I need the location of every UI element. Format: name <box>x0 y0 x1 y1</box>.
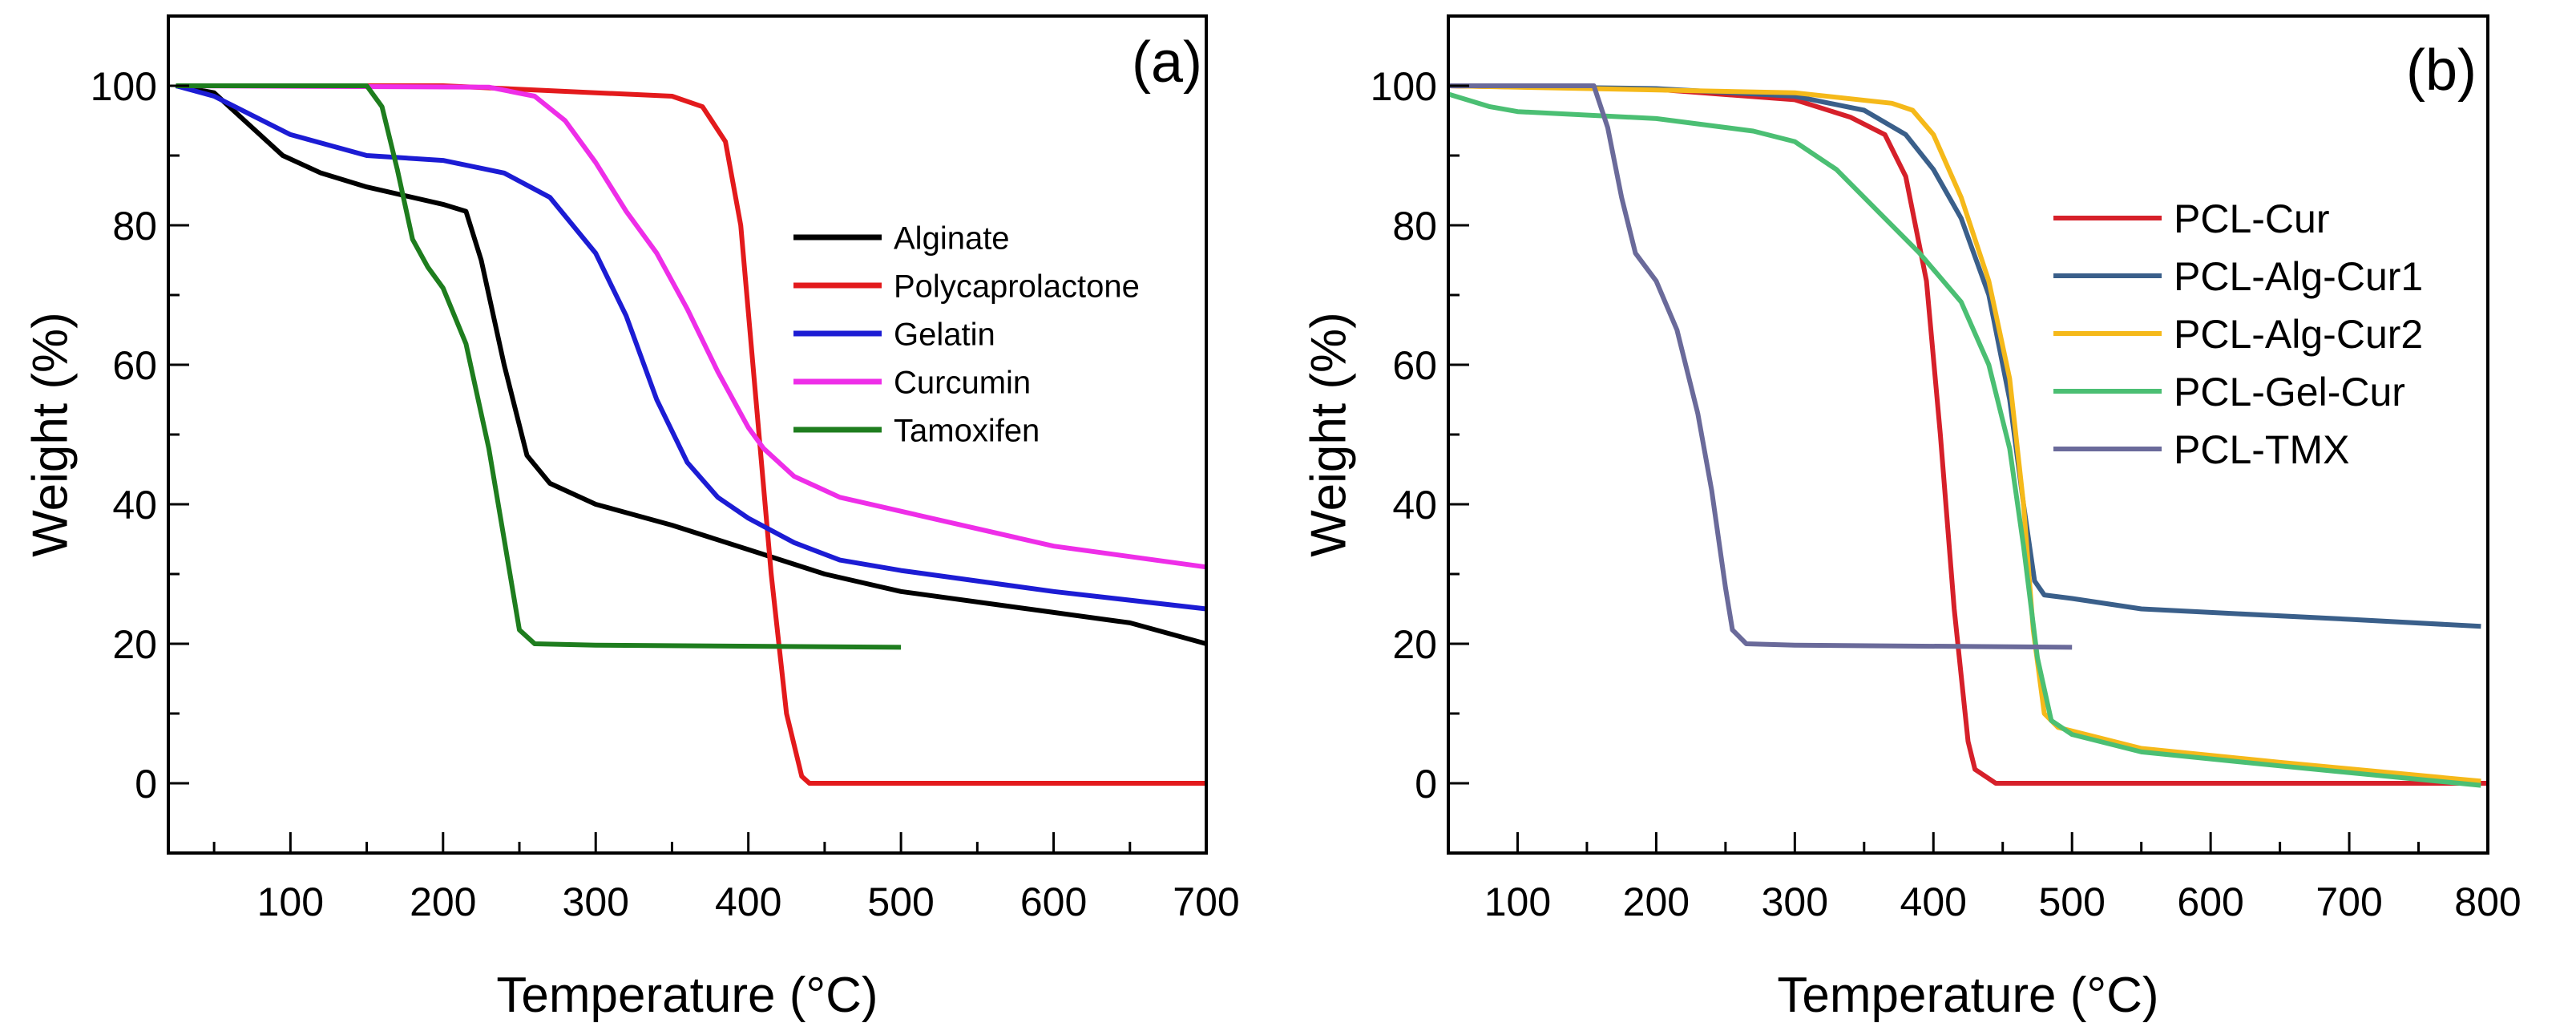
chart-panel-b: 100 200 300 400 500 600 700 800 0 20 40 60 80 100 Temp… <box>1302 14 2521 1023</box>
y-tick-label: 40 <box>112 483 157 528</box>
y-tick-label: 80 <box>1392 204 1437 249</box>
x-tick-label: 800 <box>2454 879 2521 924</box>
series-line-gelatin <box>175 83 1207 612</box>
x-tick-label: 400 <box>1900 879 1967 924</box>
x-tick-label: 100 <box>1484 879 1551 924</box>
legend-label: Tamoxifen <box>894 413 1040 448</box>
legend-label: PCL-Alg-Cur1 <box>2174 254 2423 299</box>
y-tick-label: 80 <box>112 204 157 249</box>
series-line-pcl-alg-cur2 <box>1447 83 2481 784</box>
legend-label: PCL-TMX <box>2174 427 2349 472</box>
y-tick-label: 60 <box>1392 343 1437 388</box>
series-line-pcl-cur <box>1447 83 2488 786</box>
y-tick-label: 0 <box>1415 762 1437 807</box>
y-tick-label: 20 <box>112 622 157 667</box>
y-axis-label: Weight (%) <box>1302 312 1357 557</box>
legend-label: Curcumin <box>894 365 1031 400</box>
x-tick-label: 300 <box>1762 879 1828 924</box>
legend: PCL-Cur PCL-Alg-Cur1 PCL-Alg-Cur2 PCL-Gel-C… <box>2053 196 2423 472</box>
x-tick-label: 500 <box>867 879 934 924</box>
legend-label: PCL-Cur <box>2174 196 2329 241</box>
series-line-pcl-tmx <box>1448 83 2073 650</box>
panel-label: (b) <box>2406 38 2477 103</box>
series-line-tamoxifen <box>176 83 902 650</box>
y-tick-label: 0 <box>135 762 157 807</box>
legend: Alginate Polycaprolactone Gelatin Curcumin T… <box>793 220 1140 448</box>
x-axis-label: Temperature (°C) <box>1777 968 2158 1023</box>
x-tick-label: 200 <box>1623 879 1690 924</box>
y-tick-label: 20 <box>1392 622 1437 667</box>
y-tick-label: 100 <box>1371 64 1437 109</box>
x-axis-label: Temperature (°C) <box>496 968 878 1023</box>
series-line-polycaprolactone <box>176 83 1206 786</box>
y-tick-label: 60 <box>112 343 157 388</box>
chart-panel-a: 100 200 300 400 500 600 700 0 20 40 60 80 100 Tempera… <box>23 14 1240 1023</box>
x-tick-label: 300 <box>563 879 629 924</box>
y-tick-label: 100 <box>91 64 157 109</box>
x-tick-label: 100 <box>257 879 324 924</box>
x-tick-label: 700 <box>2316 879 2382 924</box>
legend-label: Gelatin <box>894 317 995 352</box>
y-tick-label: 40 <box>1392 483 1437 528</box>
series-line-alginate <box>175 83 1207 646</box>
series-line-pcl-gel-cur <box>1447 91 2481 788</box>
legend-label: Polycaprolactone <box>894 269 1140 304</box>
x-tick-label: 400 <box>715 879 781 924</box>
legend-label: PCL-Alg-Cur2 <box>2174 312 2423 357</box>
y-axis-label: Weight (%) <box>23 312 79 557</box>
legend-label: PCL-Gel-Cur <box>2174 370 2405 414</box>
x-tick-label: 600 <box>2177 879 2243 924</box>
legend-label: Alginate <box>894 220 1010 256</box>
x-tick-label: 200 <box>410 879 476 924</box>
panel-label: (a) <box>1132 30 1202 95</box>
series-line-curcumin <box>176 83 1207 570</box>
x-tick-label: 700 <box>1173 879 1239 924</box>
x-tick-label: 600 <box>1020 879 1087 924</box>
x-tick-label: 500 <box>2038 879 2105 924</box>
